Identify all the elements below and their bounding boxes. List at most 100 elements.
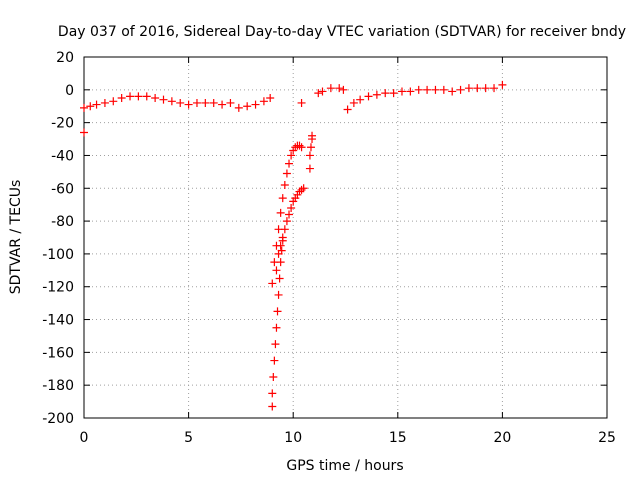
data-point bbox=[423, 85, 432, 94]
data-point bbox=[285, 159, 294, 168]
data-point bbox=[397, 87, 406, 96]
data-point bbox=[274, 290, 283, 299]
data-point bbox=[276, 258, 285, 267]
y-tick-label: -180 bbox=[42, 378, 74, 394]
data-point bbox=[272, 323, 281, 332]
data-point bbox=[218, 100, 227, 109]
data-point bbox=[314, 89, 323, 98]
data-point bbox=[167, 97, 176, 106]
y-tick-label: 0 bbox=[65, 83, 74, 99]
data-point bbox=[251, 100, 260, 109]
x-axis-label: GPS time / hours bbox=[286, 458, 403, 474]
data-point bbox=[280, 225, 289, 234]
data-point bbox=[464, 84, 473, 93]
data-point bbox=[326, 84, 335, 93]
data-point bbox=[259, 97, 268, 106]
data-point bbox=[142, 92, 151, 101]
data-point bbox=[80, 128, 88, 137]
data-point bbox=[268, 389, 277, 398]
data-point bbox=[184, 100, 193, 109]
data-point bbox=[282, 169, 291, 178]
data-point bbox=[268, 279, 277, 288]
data-point bbox=[305, 164, 314, 173]
data-point bbox=[498, 80, 507, 89]
data-point bbox=[306, 143, 315, 152]
data-point bbox=[456, 85, 465, 94]
data-point bbox=[134, 92, 143, 101]
data-point bbox=[273, 307, 282, 316]
data-point bbox=[272, 266, 281, 275]
data-point bbox=[270, 356, 279, 365]
chart-title: Day 037 of 2016, Sidereal Day-to-day VTE… bbox=[58, 24, 626, 40]
data-point bbox=[275, 274, 284, 283]
data-point bbox=[481, 84, 490, 93]
y-tick-label: -200 bbox=[42, 411, 74, 427]
data-point bbox=[109, 97, 118, 106]
grid-lines bbox=[84, 57, 607, 418]
data-point bbox=[287, 203, 296, 212]
data-point bbox=[100, 98, 109, 107]
x-tick-label: 15 bbox=[389, 430, 407, 446]
y-tick-label: -120 bbox=[42, 280, 74, 296]
data-point bbox=[414, 85, 423, 94]
data-point bbox=[266, 94, 275, 103]
data-point bbox=[276, 208, 285, 217]
y-tick-label: -20 bbox=[51, 116, 74, 132]
data-point bbox=[86, 102, 95, 111]
data-point bbox=[406, 87, 415, 96]
data-point bbox=[439, 85, 448, 94]
data-point bbox=[308, 131, 317, 140]
axis-ticks: 0 5 10 15 20 25 20 0 -20 -40 -60 -80 -100 -120 -140 -16… bbox=[42, 50, 616, 446]
data-point bbox=[364, 92, 373, 101]
data-point bbox=[117, 94, 126, 103]
x-tick-label: 20 bbox=[493, 430, 511, 446]
data-point bbox=[318, 87, 327, 96]
data-point bbox=[448, 87, 457, 96]
data-point bbox=[80, 103, 88, 112]
data-point bbox=[343, 105, 352, 114]
data-point bbox=[159, 95, 168, 104]
y-axis-label: SDTVAR / TECUs bbox=[8, 180, 24, 295]
x-tick-label: 25 bbox=[598, 430, 616, 446]
data-point bbox=[339, 85, 348, 94]
y-tick-label: -140 bbox=[42, 313, 74, 329]
data-point bbox=[280, 180, 289, 189]
data-point bbox=[282, 217, 291, 226]
data-point bbox=[126, 92, 135, 101]
data-point bbox=[271, 340, 280, 349]
plot-frame bbox=[83, 56, 608, 419]
data-point bbox=[243, 102, 252, 111]
data-point bbox=[192, 98, 201, 107]
data-point bbox=[287, 151, 296, 160]
data-point bbox=[297, 143, 306, 152]
data-point bbox=[297, 98, 306, 107]
data-point bbox=[285, 210, 294, 219]
y-tick-label: -60 bbox=[51, 181, 74, 197]
data-point bbox=[234, 103, 243, 112]
data-point bbox=[201, 98, 210, 107]
data-point bbox=[268, 402, 277, 411]
data-point bbox=[276, 241, 285, 250]
data-point bbox=[305, 151, 314, 160]
data-point bbox=[278, 194, 287, 203]
y-tick-label: 20 bbox=[56, 50, 74, 66]
y-tick-label: -100 bbox=[42, 247, 74, 263]
x-tick-label: 5 bbox=[184, 430, 193, 446]
data-point bbox=[277, 246, 286, 255]
x-tick-label: 10 bbox=[284, 430, 302, 446]
data-point bbox=[349, 98, 358, 107]
data-points bbox=[80, 80, 507, 411]
data-point bbox=[335, 84, 344, 93]
data-point bbox=[299, 184, 308, 193]
data-point bbox=[473, 84, 482, 93]
y-tick-label: -160 bbox=[42, 345, 74, 361]
data-point bbox=[278, 236, 287, 245]
data-point bbox=[356, 95, 365, 104]
y-tick-label: -40 bbox=[51, 148, 74, 164]
data-point bbox=[431, 85, 440, 94]
data-point bbox=[372, 90, 381, 99]
data-point bbox=[226, 98, 235, 107]
data-point bbox=[490, 84, 499, 93]
